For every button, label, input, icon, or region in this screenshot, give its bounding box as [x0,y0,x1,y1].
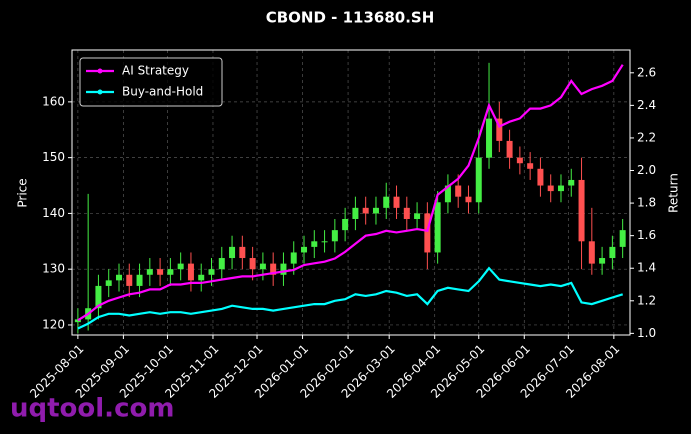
candle-body [537,168,544,186]
candle-body [301,246,308,253]
candle-body [177,263,184,270]
y2-tick-label: 1.0 [637,326,656,340]
candle-body [95,285,102,309]
candle-body [578,179,585,242]
candle-body [496,118,503,141]
legend-marker [97,68,103,74]
candle-body [352,207,359,219]
candle-body [74,319,81,323]
y-tick-label: 130 [42,262,65,276]
candle-body [321,241,328,243]
candle-body [465,196,472,203]
candle-body [547,185,554,192]
candle-body [393,196,400,208]
candle-body [455,185,462,197]
candle-body [516,157,523,164]
legend: AI Strategy Buy-and-Hold [79,57,223,107]
candle-body [249,258,256,270]
candle-body [115,274,122,281]
y-axis-label: Price [16,178,30,207]
chart-title: CBOND - 113680.SH [266,9,435,27]
candle-body [208,269,215,275]
y-tick-label: 120 [42,317,65,331]
candle-body [568,179,575,186]
candle-body [403,207,410,219]
candle-body [239,246,246,259]
candle-body [444,185,451,203]
candle-body [506,140,513,158]
y-tick-label: 150 [42,150,65,164]
candle-body [167,269,174,275]
legend-marker [97,89,103,95]
y2-tick-label: 1.8 [637,196,656,210]
y2-tick-label: 2.2 [637,130,656,144]
y2-tick-label: 2.4 [637,98,656,112]
candle-body [372,207,379,214]
candle-body [331,230,338,242]
candle-body [126,274,133,286]
plot-frame [71,49,631,336]
return-line [77,64,624,322]
candle-body [588,241,595,264]
candle-body [609,246,616,259]
y2-tick-label: 1.6 [637,228,656,242]
candle-body [270,263,277,275]
y2-tick-label: 2.0 [637,163,656,177]
candle-body [290,252,297,264]
return-line [77,266,624,330]
candle-body [105,280,112,286]
candle-body [434,202,441,253]
legend-box [79,57,223,107]
candle-body [229,246,236,259]
candle-body [311,241,318,247]
candle-body [599,258,606,264]
candle-body [362,207,369,214]
candle-body [557,185,564,192]
legend-label: Buy-and-Hold [122,85,203,99]
y2-tick-label: 1.2 [637,293,656,307]
candle-body [259,263,266,270]
candle-body [146,269,153,275]
y2-axis-label: Return [667,173,681,213]
y2-tick-label: 2.6 [637,65,656,79]
candle-body [218,258,225,270]
candle-body [383,196,390,208]
legend-label: AI Strategy [122,64,189,78]
candle-body [475,157,482,203]
y-tick-label: 140 [42,206,65,220]
candle-body [136,274,143,286]
candle-body [342,218,349,231]
candle-body [619,230,626,247]
watermark: uqtool.com [10,394,174,424]
candle-body [280,263,287,275]
y2-tick-label: 1.4 [637,261,656,275]
candle-body [198,274,205,281]
candle-body [424,213,431,253]
candle-body [157,269,164,275]
candle-body [527,163,534,169]
y-tick-label: 160 [42,94,65,108]
candle-body [486,118,493,158]
candle-body [414,213,421,219]
candle-body [187,263,194,281]
